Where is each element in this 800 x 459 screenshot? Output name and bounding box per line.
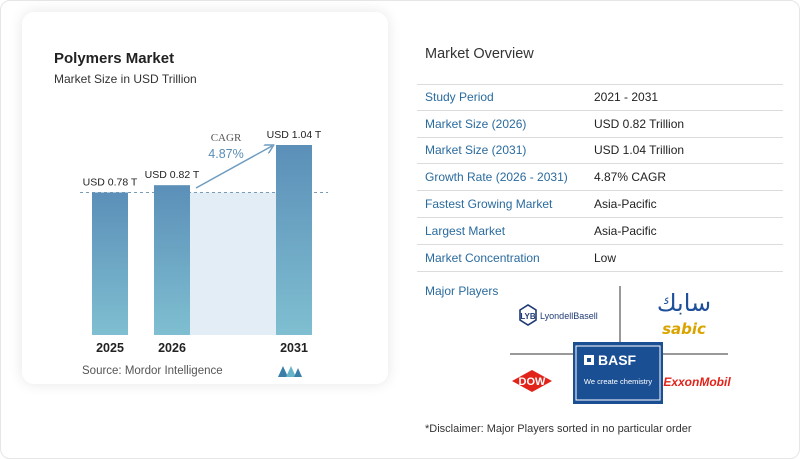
overview-title: Market Overview — [425, 46, 534, 62]
overview-row: Largest Market Asia-Pacific — [417, 218, 783, 245]
sabic-latin: sabic — [662, 320, 706, 338]
major-players-title: Major Players — [425, 284, 499, 298]
basf-logo: BASF We create chemistry — [573, 342, 663, 404]
overview-value: 2021 - 2031 — [594, 90, 659, 105]
overview-label: Growth Rate (2026 - 2031) — [425, 170, 568, 185]
overview-label: Market Concentration — [425, 250, 540, 265]
x-tick-2031: 2031 — [280, 341, 308, 355]
exxon-text: ExxonMobil — [663, 375, 731, 389]
overview-label: Market Size (2031) — [425, 143, 527, 158]
overview-label: Market Size (2026) — [425, 116, 527, 131]
chart-subtitle: Market Size in USD Trillion — [54, 72, 197, 86]
overview-value: USD 0.82 Trillion — [594, 116, 685, 131]
overview-value: 4.87% CAGR — [594, 170, 667, 185]
chart-title: Polymers Market — [54, 50, 175, 67]
overview-row: Market Concentration Low — [417, 245, 783, 272]
sabic-arabic: سابك — [657, 289, 711, 317]
basf-text: BASF — [598, 352, 637, 368]
overview-value: Low — [594, 250, 617, 265]
disclaimer-text: *Disclaimer: Major Players sorted in no … — [425, 423, 692, 435]
bar-2025 — [92, 192, 128, 335]
overview-row: Market Size (2031) USD 1.04 Trillion — [417, 138, 783, 165]
lyb-mark: LYB — [520, 312, 535, 321]
source-text: Source: Mordor Intelligence — [82, 365, 223, 377]
dow-text: DOW — [519, 376, 547, 388]
x-tick-2025: 2025 — [96, 341, 124, 355]
overview-row: Growth Rate (2026 - 2031) 4.87% CAGR — [417, 164, 783, 192]
overview-table: Study Period 2021 - 2031 Market Size (20… — [417, 84, 783, 272]
overview-value: USD 1.04 Trillion — [594, 143, 685, 158]
overview-row: Fastest Growing Market Asia-Pacific — [417, 191, 783, 218]
major-players-logos: LYB LyondellBasell سابك sabic DOW BASF W… — [510, 286, 731, 404]
data-label-2026: USD 0.82 T — [145, 169, 200, 181]
overview-row: Market Size (2026) USD 0.82 Trillion — [417, 111, 783, 138]
lyondellbasell-logo: LYB LyondellBasell — [519, 304, 598, 326]
x-tick-2026: 2026 — [158, 341, 186, 355]
overview-value: Asia-Pacific — [594, 223, 657, 238]
exxonmobil-logo: ExxonMobil — [663, 375, 731, 389]
overview-row: Study Period 2021 - 2031 — [417, 84, 783, 111]
bar-2026 — [154, 185, 190, 335]
overview-label: Study Period — [425, 90, 494, 105]
lyb-name: LyondellBasell — [540, 311, 598, 321]
bar-2031 — [276, 145, 312, 335]
cagr-label: CAGR — [211, 132, 242, 144]
cagr-arrow — [195, 146, 272, 189]
overview-label: Largest Market — [425, 223, 506, 238]
mordor-logo-icon — [278, 366, 302, 377]
overview-value: Asia-Pacific — [594, 197, 657, 212]
basf-tagline: We create chemistry — [584, 377, 652, 386]
dow-logo: DOW — [512, 370, 552, 392]
data-label-2025: USD 0.78 T — [83, 177, 138, 189]
data-label-2031: USD 1.04 T — [267, 129, 322, 141]
growth-band — [190, 192, 276, 335]
overview-label: Fastest Growing Market — [425, 197, 553, 212]
sabic-logo: سابك sabic — [657, 289, 711, 338]
bar-chart: USD 0.78 T 2025 USD 0.82 T 2026 USD 1.04 T 20… — [80, 129, 328, 355]
cagr-value: 4.87% — [208, 147, 243, 161]
